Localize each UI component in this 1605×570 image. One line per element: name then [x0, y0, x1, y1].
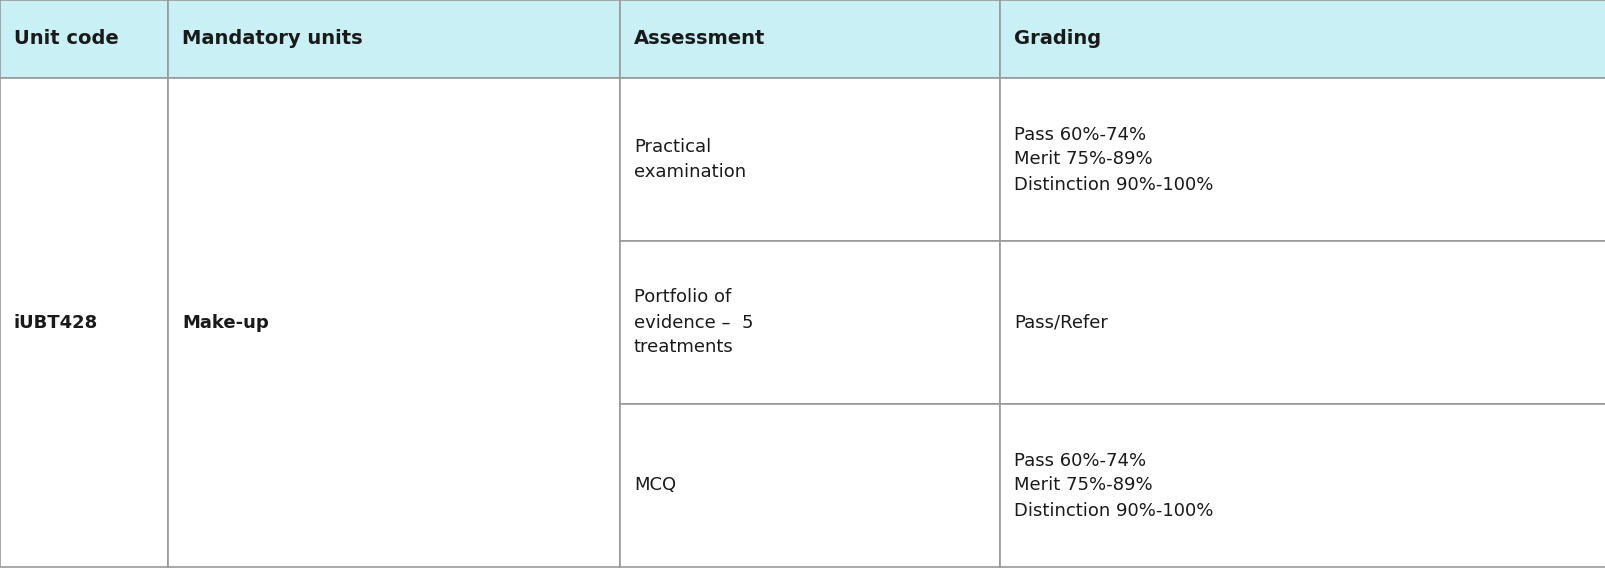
- Text: Pass 60%-74%
Merit 75%-89%
Distinction 90%-100%: Pass 60%-74% Merit 75%-89% Distinction 9…: [1013, 451, 1213, 519]
- Text: Unit code: Unit code: [14, 30, 119, 48]
- Text: Make-up: Make-up: [181, 314, 268, 332]
- Bar: [1000, 0, 1605, 78]
- Bar: [620, 241, 1000, 404]
- Text: Mandatory units: Mandatory units: [181, 30, 363, 48]
- Bar: [620, 404, 1000, 567]
- Text: Grading: Grading: [1013, 30, 1101, 48]
- Bar: [169, 0, 620, 78]
- Bar: [1000, 404, 1605, 567]
- Text: Portfolio of
evidence –  5
treatments: Portfolio of evidence – 5 treatments: [634, 288, 753, 356]
- Text: MCQ: MCQ: [634, 477, 676, 495]
- Text: Practical
examination: Practical examination: [634, 138, 746, 181]
- Text: iUBT428: iUBT428: [14, 314, 98, 332]
- Bar: [0, 78, 169, 567]
- Text: Assessment: Assessment: [634, 30, 766, 48]
- Bar: [620, 78, 1000, 241]
- Text: Pass/Refer: Pass/Refer: [1013, 314, 1107, 332]
- Bar: [1000, 241, 1605, 404]
- Bar: [169, 78, 620, 567]
- Text: Pass 60%-74%
Merit 75%-89%
Distinction 90%-100%: Pass 60%-74% Merit 75%-89% Distinction 9…: [1013, 125, 1213, 193]
- Bar: [0, 0, 169, 78]
- Bar: [1000, 78, 1605, 241]
- Bar: [620, 0, 1000, 78]
